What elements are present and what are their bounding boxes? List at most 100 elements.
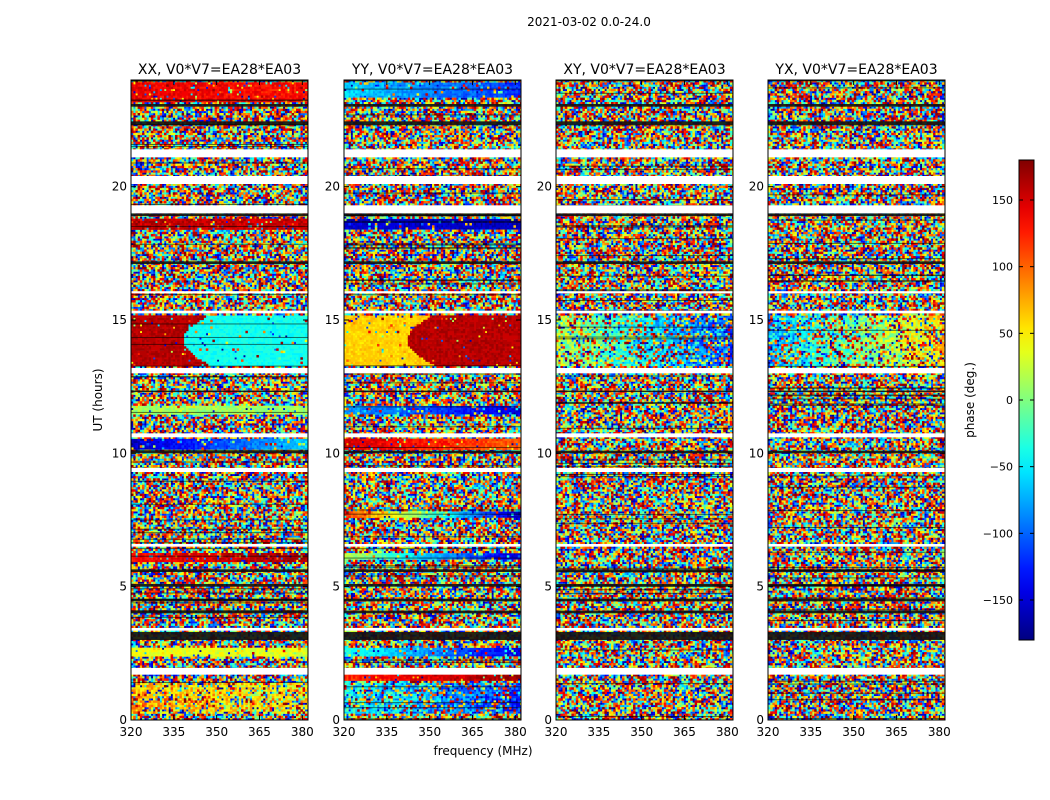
data-gap: [344, 205, 521, 213]
flagged-line: [768, 510, 945, 511]
figure-title: 2021-03-02 0.0-24.0: [527, 15, 651, 29]
y-tick-label: 20: [112, 180, 127, 194]
data-gap: [556, 368, 733, 373]
flagged-line: [556, 327, 733, 328]
flagged-row: [131, 632, 308, 640]
flagged-line: [344, 89, 521, 90]
flagged-line: [344, 718, 521, 719]
flagged-line: [131, 617, 308, 618]
y-tick-label: 0: [544, 713, 552, 727]
data-gap: [768, 311, 945, 314]
colorbar-tick-label: 100: [992, 261, 1013, 274]
panel-title: YX, V0*V7=EA28*EA03: [774, 62, 937, 78]
flagged-line: [344, 114, 521, 115]
flagged-line: [768, 403, 945, 404]
flagged-line: [556, 463, 733, 464]
phase-heatmap: [556, 80, 735, 721]
flagged-line: [344, 426, 521, 427]
flagged-line: [768, 487, 945, 488]
x-tick-label: 380: [291, 725, 314, 739]
flagged-line: [768, 87, 945, 88]
colorbar-tick-label: 0: [1006, 394, 1013, 407]
flagged-row: [344, 104, 521, 107]
flagged-line: [556, 518, 733, 519]
flagged-line: [344, 707, 521, 708]
x-tick-label: 335: [162, 725, 185, 739]
flagged-row: [768, 121, 945, 125]
flagged-line: [344, 465, 521, 466]
flagged-line: [131, 163, 308, 164]
x-axis-label: frequency (MHz): [433, 744, 532, 758]
flagged-line: [556, 300, 733, 301]
flagged-line: [131, 599, 308, 600]
flagged-line: [344, 193, 521, 194]
data-gap: [768, 468, 945, 472]
x-tick-label: 335: [375, 725, 398, 739]
y-tick-label: 15: [749, 313, 764, 327]
flagged-line: [131, 556, 308, 557]
flagged-line: [131, 144, 308, 145]
flagged-line: [556, 523, 733, 524]
x-tick-label: 320: [545, 725, 568, 739]
data-gap: [344, 291, 521, 293]
y-tick-label: 5: [332, 580, 340, 594]
data-gap: [768, 176, 945, 184]
flagged-line: [768, 684, 945, 685]
y-tick-label: 20: [325, 180, 340, 194]
flagged-line: [556, 474, 733, 475]
colorbar-tick-label: 150: [992, 194, 1013, 207]
flagged-line: [344, 575, 521, 576]
flagged-row: [768, 611, 945, 614]
flagged-row: [556, 104, 733, 107]
flagged-line: [131, 532, 308, 533]
data-gap: [131, 291, 308, 293]
flagged-line: [556, 466, 733, 467]
flagged-line: [344, 222, 521, 223]
x-tick-label: 350: [418, 725, 441, 739]
flagged-line: [768, 194, 945, 195]
flagged-line: [556, 572, 733, 573]
flagged-line: [768, 718, 945, 719]
flagged-row: [131, 391, 308, 392]
data-gap: [344, 176, 521, 184]
flagged-line: [768, 220, 945, 221]
colorbar-tick-label: −50: [990, 461, 1013, 474]
data-gap: [131, 544, 308, 547]
flagged-row: [556, 632, 733, 640]
data-gap: [344, 149, 521, 157]
flagged-line: [344, 247, 521, 248]
flagged-line: [131, 504, 308, 505]
flagged-row: [131, 213, 308, 216]
y-tick-label: 0: [332, 713, 340, 727]
flagged-line: [344, 447, 521, 448]
flagged-line: [768, 366, 945, 367]
flagged-line: [556, 376, 733, 377]
phase-heatmap: [131, 80, 310, 721]
flagged-line: [344, 567, 521, 568]
x-tick-label: 320: [757, 725, 780, 739]
flagged-line: [344, 221, 521, 222]
flagged-line: [131, 520, 308, 521]
data-gap: [768, 668, 945, 675]
flagged-line: [131, 204, 308, 205]
flagged-line: [344, 215, 521, 216]
flagged-row: [768, 451, 945, 454]
x-tick-label: 380: [928, 725, 951, 739]
flagged-line: [768, 394, 945, 395]
x-tick-label: 365: [248, 725, 271, 739]
flagged-line: [556, 276, 733, 277]
data-gap: [556, 468, 733, 472]
x-tick-label: 320: [333, 725, 356, 739]
flagged-line: [768, 609, 945, 610]
flagged-line: [768, 577, 945, 578]
data-gap: [768, 433, 945, 437]
x-tick-label: 365: [673, 725, 696, 739]
flagged-line: [556, 93, 733, 94]
flagged-line: [344, 406, 521, 407]
x-tick-label: 380: [716, 725, 739, 739]
data-gap: [556, 668, 733, 675]
